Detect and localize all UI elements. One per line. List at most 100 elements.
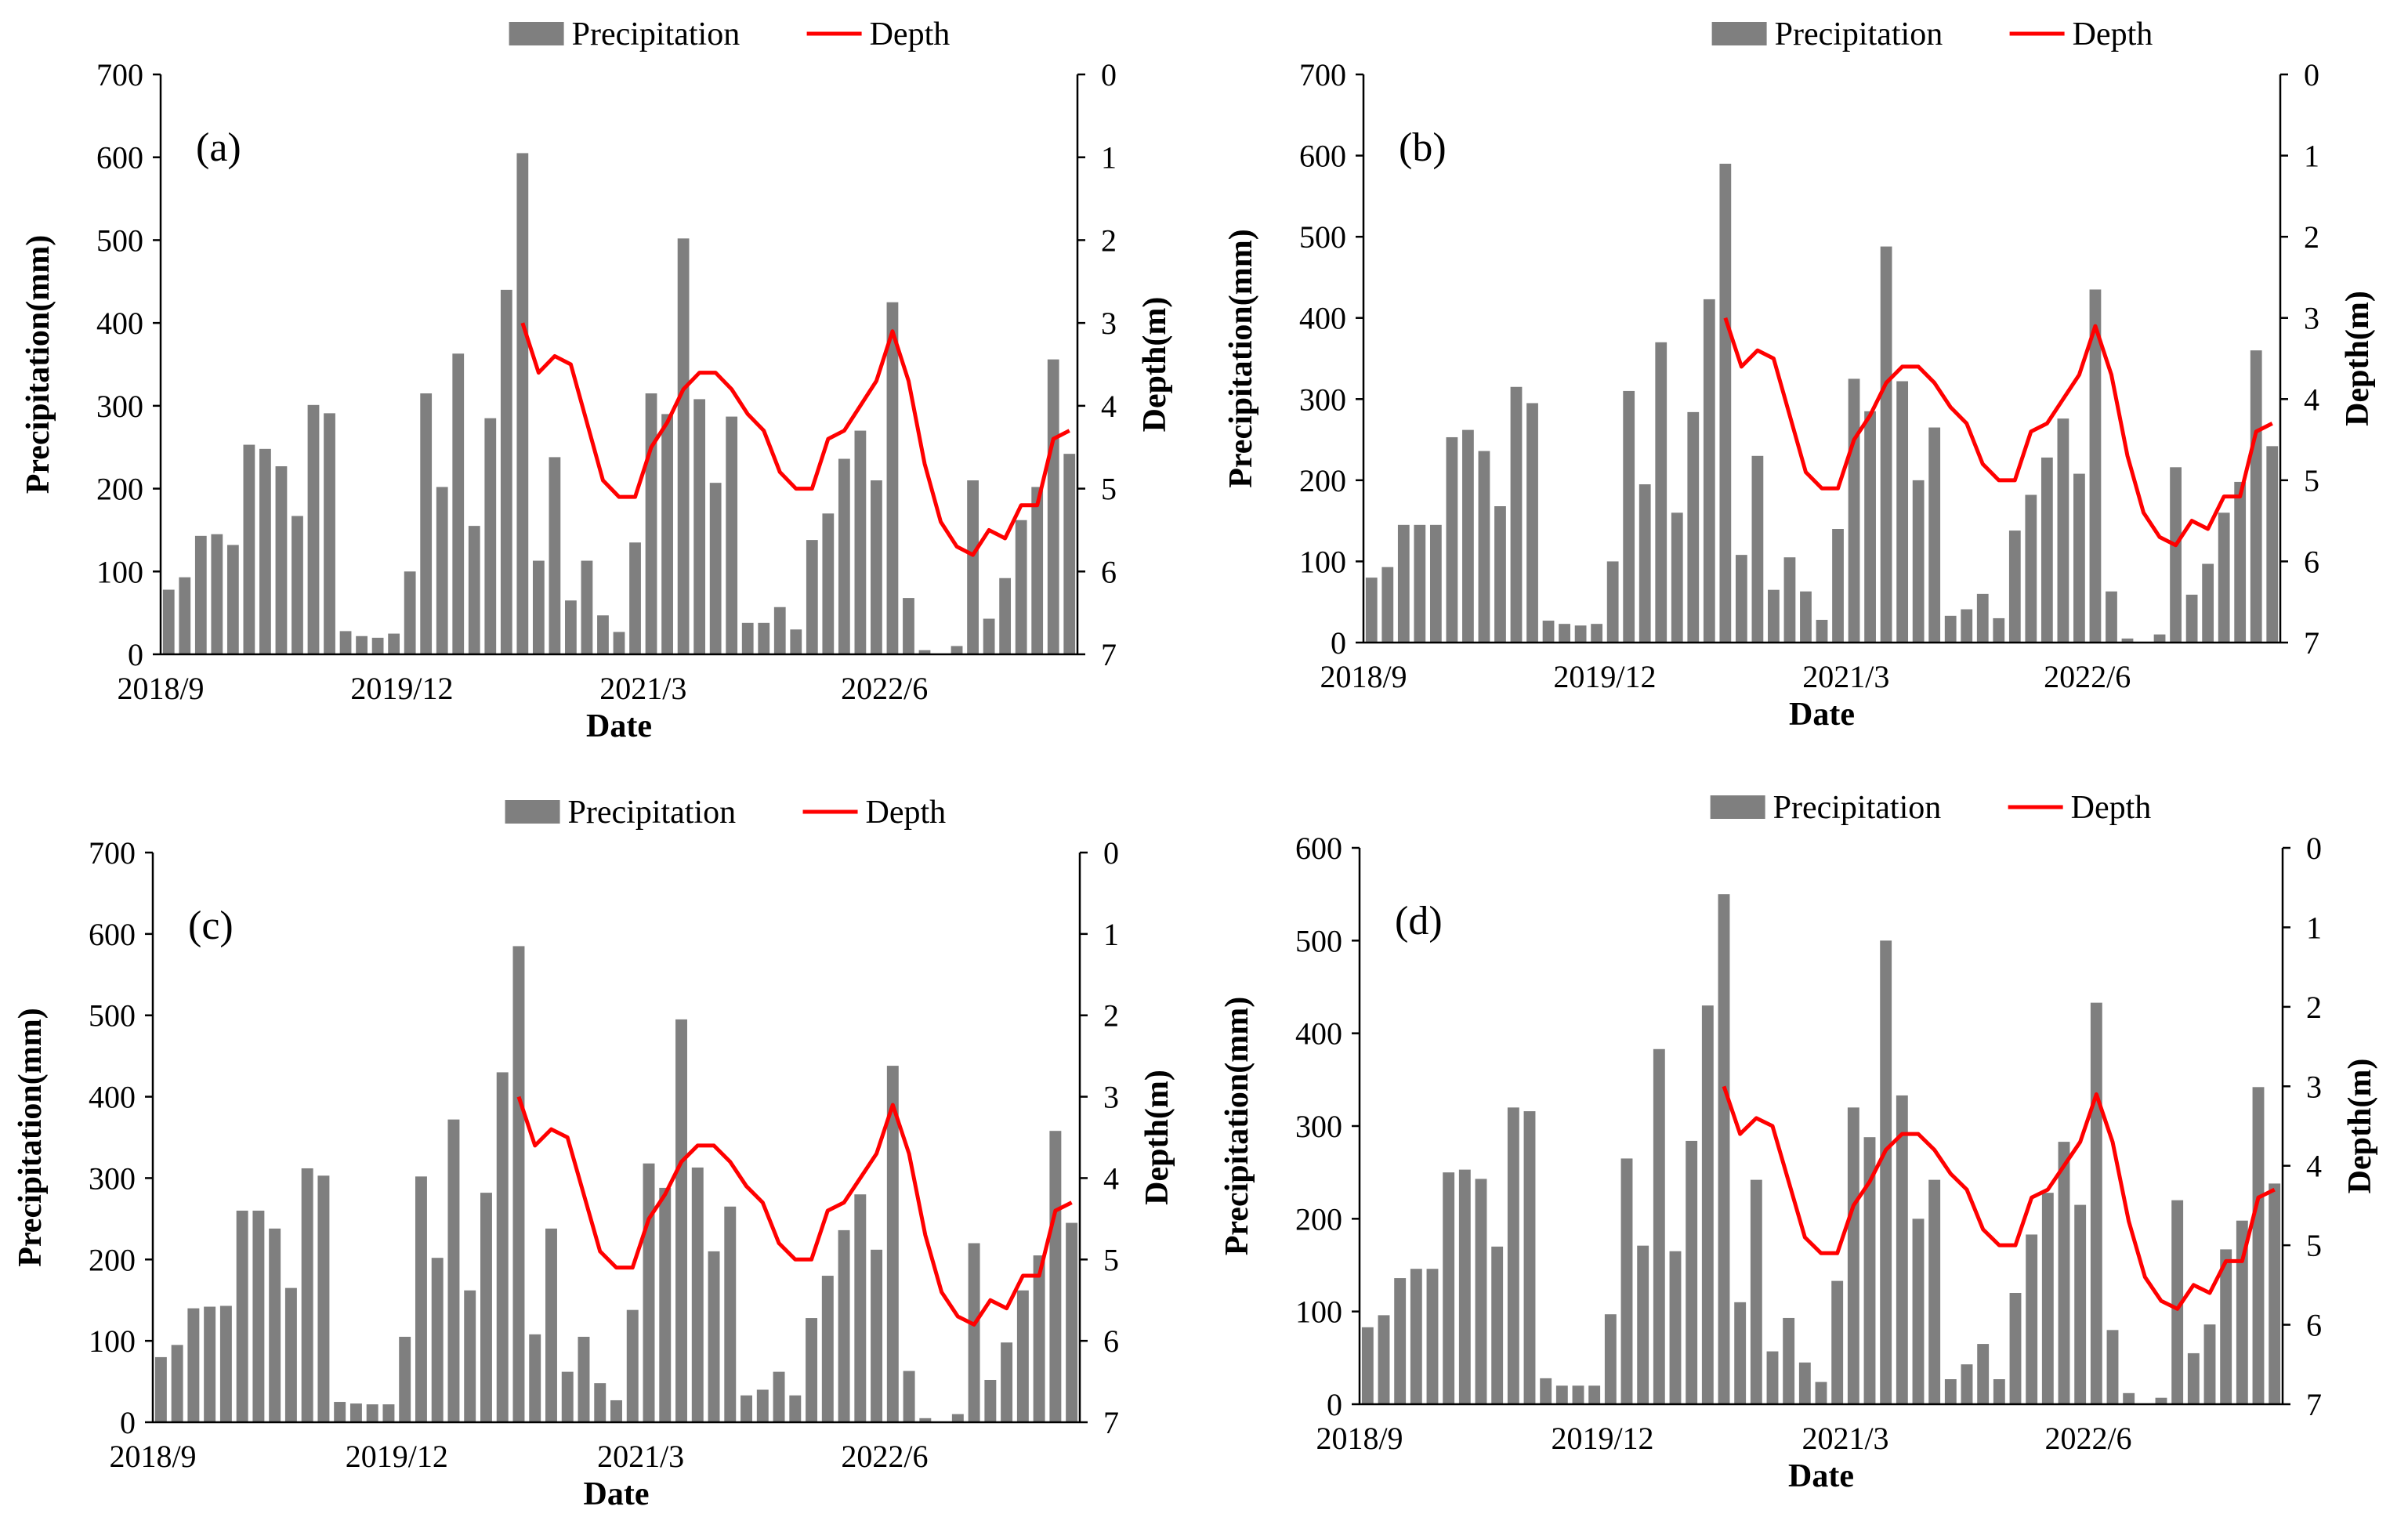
precipitation-bar [1783, 557, 1796, 643]
y-tick-label: 100 [96, 554, 143, 589]
precipitation-bar [999, 578, 1012, 654]
precipitation-bar [951, 1414, 964, 1422]
precipitation-bar [468, 526, 480, 654]
legend-depth-label: Depth [870, 16, 951, 53]
y2-tick-label: 2 [1103, 998, 1119, 1034]
y2-tick-label: 7 [1101, 637, 1117, 672]
precipitation-bar [773, 607, 786, 654]
chart-panel-c: 0 100 200 300 400 500 600 700 0 1 2 3 4 5 6 7 2018/9 2019… [13, 795, 1175, 1512]
legend-precipitation-label: Precipitation [1775, 16, 1943, 53]
precipitation-bar [1378, 1315, 1390, 1404]
precipitation-bar [1977, 1344, 1990, 1404]
precipitation-bar [871, 1249, 883, 1422]
precipitation-bar [431, 1258, 444, 1422]
y-tick-label: 600 [1295, 831, 1342, 866]
precipitation-bar [1443, 1172, 1455, 1404]
x-tick-label: 2021/3 [1801, 1421, 1888, 1456]
precipitation-bar [1381, 567, 1394, 643]
precipitation-bar [561, 1371, 574, 1422]
precipitation-bar [334, 1402, 346, 1422]
precipitation-bar [339, 631, 352, 654]
depth-line [1722, 1085, 2276, 1311]
precipitation-bar [789, 1395, 802, 1422]
precipitation-bar [512, 946, 525, 1422]
precipitation-bar [756, 1389, 769, 1422]
depth-line [520, 322, 1070, 557]
panel-label: (c) [188, 903, 234, 948]
precipitation-bar [1397, 524, 1410, 643]
precipitation-bar [709, 483, 722, 654]
precipitation-bar [1863, 1137, 1876, 1404]
x-tick-label: 2022/6 [2044, 1421, 2131, 1456]
precipitation-bar [610, 1400, 622, 1422]
precipitation-bar [1976, 593, 1989, 643]
y2-tick-label: 2 [2304, 219, 2319, 255]
precipitation-bar [243, 444, 255, 654]
precipitation-bar [1429, 524, 1442, 643]
precipitation-bar [1620, 1158, 1633, 1404]
precipitation-bar [1719, 163, 1732, 643]
precipitation-bar [1798, 1362, 1811, 1404]
precipitation-bar [1606, 561, 1619, 643]
precipitation-bar [2074, 1204, 2087, 1404]
precipitation-bar [1816, 620, 1828, 643]
legend-depth-label: Depth [2071, 790, 2152, 826]
x-tick-label: 2019/12 [1551, 1421, 1653, 1456]
precipitation-bar [1491, 1246, 1504, 1404]
precipitation-bar [1016, 1290, 1029, 1422]
chart-panel-a: 0 100 200 300 400 500 600 700 0 1 2 3 4 5 6 7 2018/9 2019… [20, 16, 1173, 744]
y2-tick-label: 1 [2306, 910, 2322, 945]
precipitation-bar [356, 636, 368, 654]
precipitation-bar [2218, 512, 2230, 643]
precipitation-bar [645, 393, 657, 654]
y2-tick-label: 7 [2306, 1387, 2322, 1422]
legend-depth-label: Depth [2073, 16, 2153, 53]
precipitation-bar [597, 615, 609, 654]
y2-tick-label: 4 [2306, 1149, 2322, 1184]
precipitation-bar [371, 637, 384, 654]
depth-line [516, 1095, 1073, 1327]
precipitation-bar [659, 1187, 672, 1422]
y2-tick-label: 6 [1101, 554, 1117, 589]
precipitation-bar [1047, 359, 1059, 654]
y2-tick-label: 6 [1103, 1324, 1119, 1359]
precipitation-bar [565, 600, 577, 654]
precipitation-bar [484, 418, 497, 654]
precipitation-bar [1361, 1327, 1374, 1404]
precipitation-bar [516, 153, 529, 654]
precipitation-bar [317, 1175, 330, 1422]
precipitation-bar [2252, 1087, 2265, 1404]
precipitation-bar [1703, 299, 1715, 643]
precipitation-bar [275, 466, 288, 654]
precipitation-bar [545, 1228, 557, 1422]
precipitation-bar [1559, 624, 1570, 643]
precipitation-bar [1063, 454, 1076, 654]
x-tick-label: 2018/9 [117, 671, 204, 706]
precipitation-bar [1896, 1095, 1908, 1404]
y2-tick-label: 0 [2306, 831, 2322, 866]
y-tick-label: 400 [1295, 1016, 1342, 1052]
y-tick-label: 300 [1299, 382, 1346, 417]
precipitation-bar [1574, 625, 1587, 643]
precipitation-bar [613, 632, 625, 654]
y-tick-label: 100 [1295, 1295, 1342, 1330]
precipitation-bar [581, 560, 593, 654]
precipitation-bar [529, 1334, 541, 1422]
precipitation-bar [1800, 591, 1812, 643]
precipitation-bar [1001, 1342, 1013, 1422]
x-tick-label: 2019/12 [346, 1439, 448, 1474]
precipitation-bar [2155, 1397, 2167, 1404]
precipitation-bar [2090, 1002, 2102, 1404]
precipitation-bar [1912, 1219, 1925, 1404]
precipitation-bar [2106, 591, 2117, 643]
precipitation-bar [1542, 621, 1555, 643]
precipitation-bar [2185, 594, 2198, 643]
precipitation-bar [838, 458, 850, 654]
precipitation-bar [2123, 1392, 2135, 1404]
precipitation-bar [1588, 1385, 1601, 1404]
precipitation-bar [806, 1318, 818, 1422]
precipitation-bar [1462, 429, 1474, 643]
precipitation-bar [1751, 455, 1764, 643]
precipitation-bar [2089, 289, 2102, 643]
